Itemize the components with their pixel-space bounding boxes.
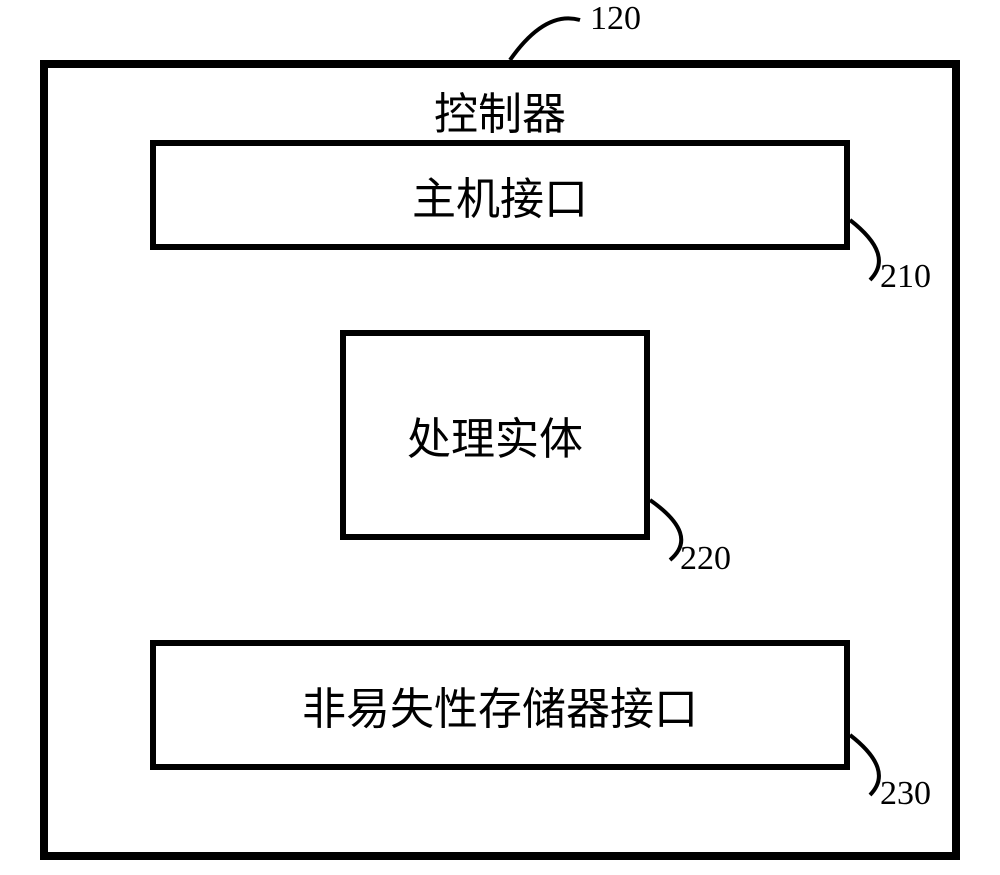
processing-entity-text: 处理实体: [407, 403, 583, 467]
nv-memory-interface-block: 非易失性存储器接口: [150, 640, 850, 770]
controller-title: 控制器: [48, 78, 952, 142]
host-interface-block: 主机接口: [150, 140, 850, 250]
processing-entity-ref-label: 220: [680, 540, 731, 578]
diagram-canvas: 控制器 120 主机接口 210 处理实体 220 非易失性存储器接口 230: [0, 0, 1000, 875]
nv-memory-interface-text: 非易失性存储器接口: [302, 673, 698, 737]
host-interface-text: 主机接口: [412, 163, 588, 227]
host-interface-ref-label: 210: [880, 258, 931, 296]
nv-memory-interface-ref-label: 230: [880, 775, 931, 813]
controller-ref-label: 120: [590, 0, 641, 38]
processing-entity-block: 处理实体: [340, 330, 650, 540]
